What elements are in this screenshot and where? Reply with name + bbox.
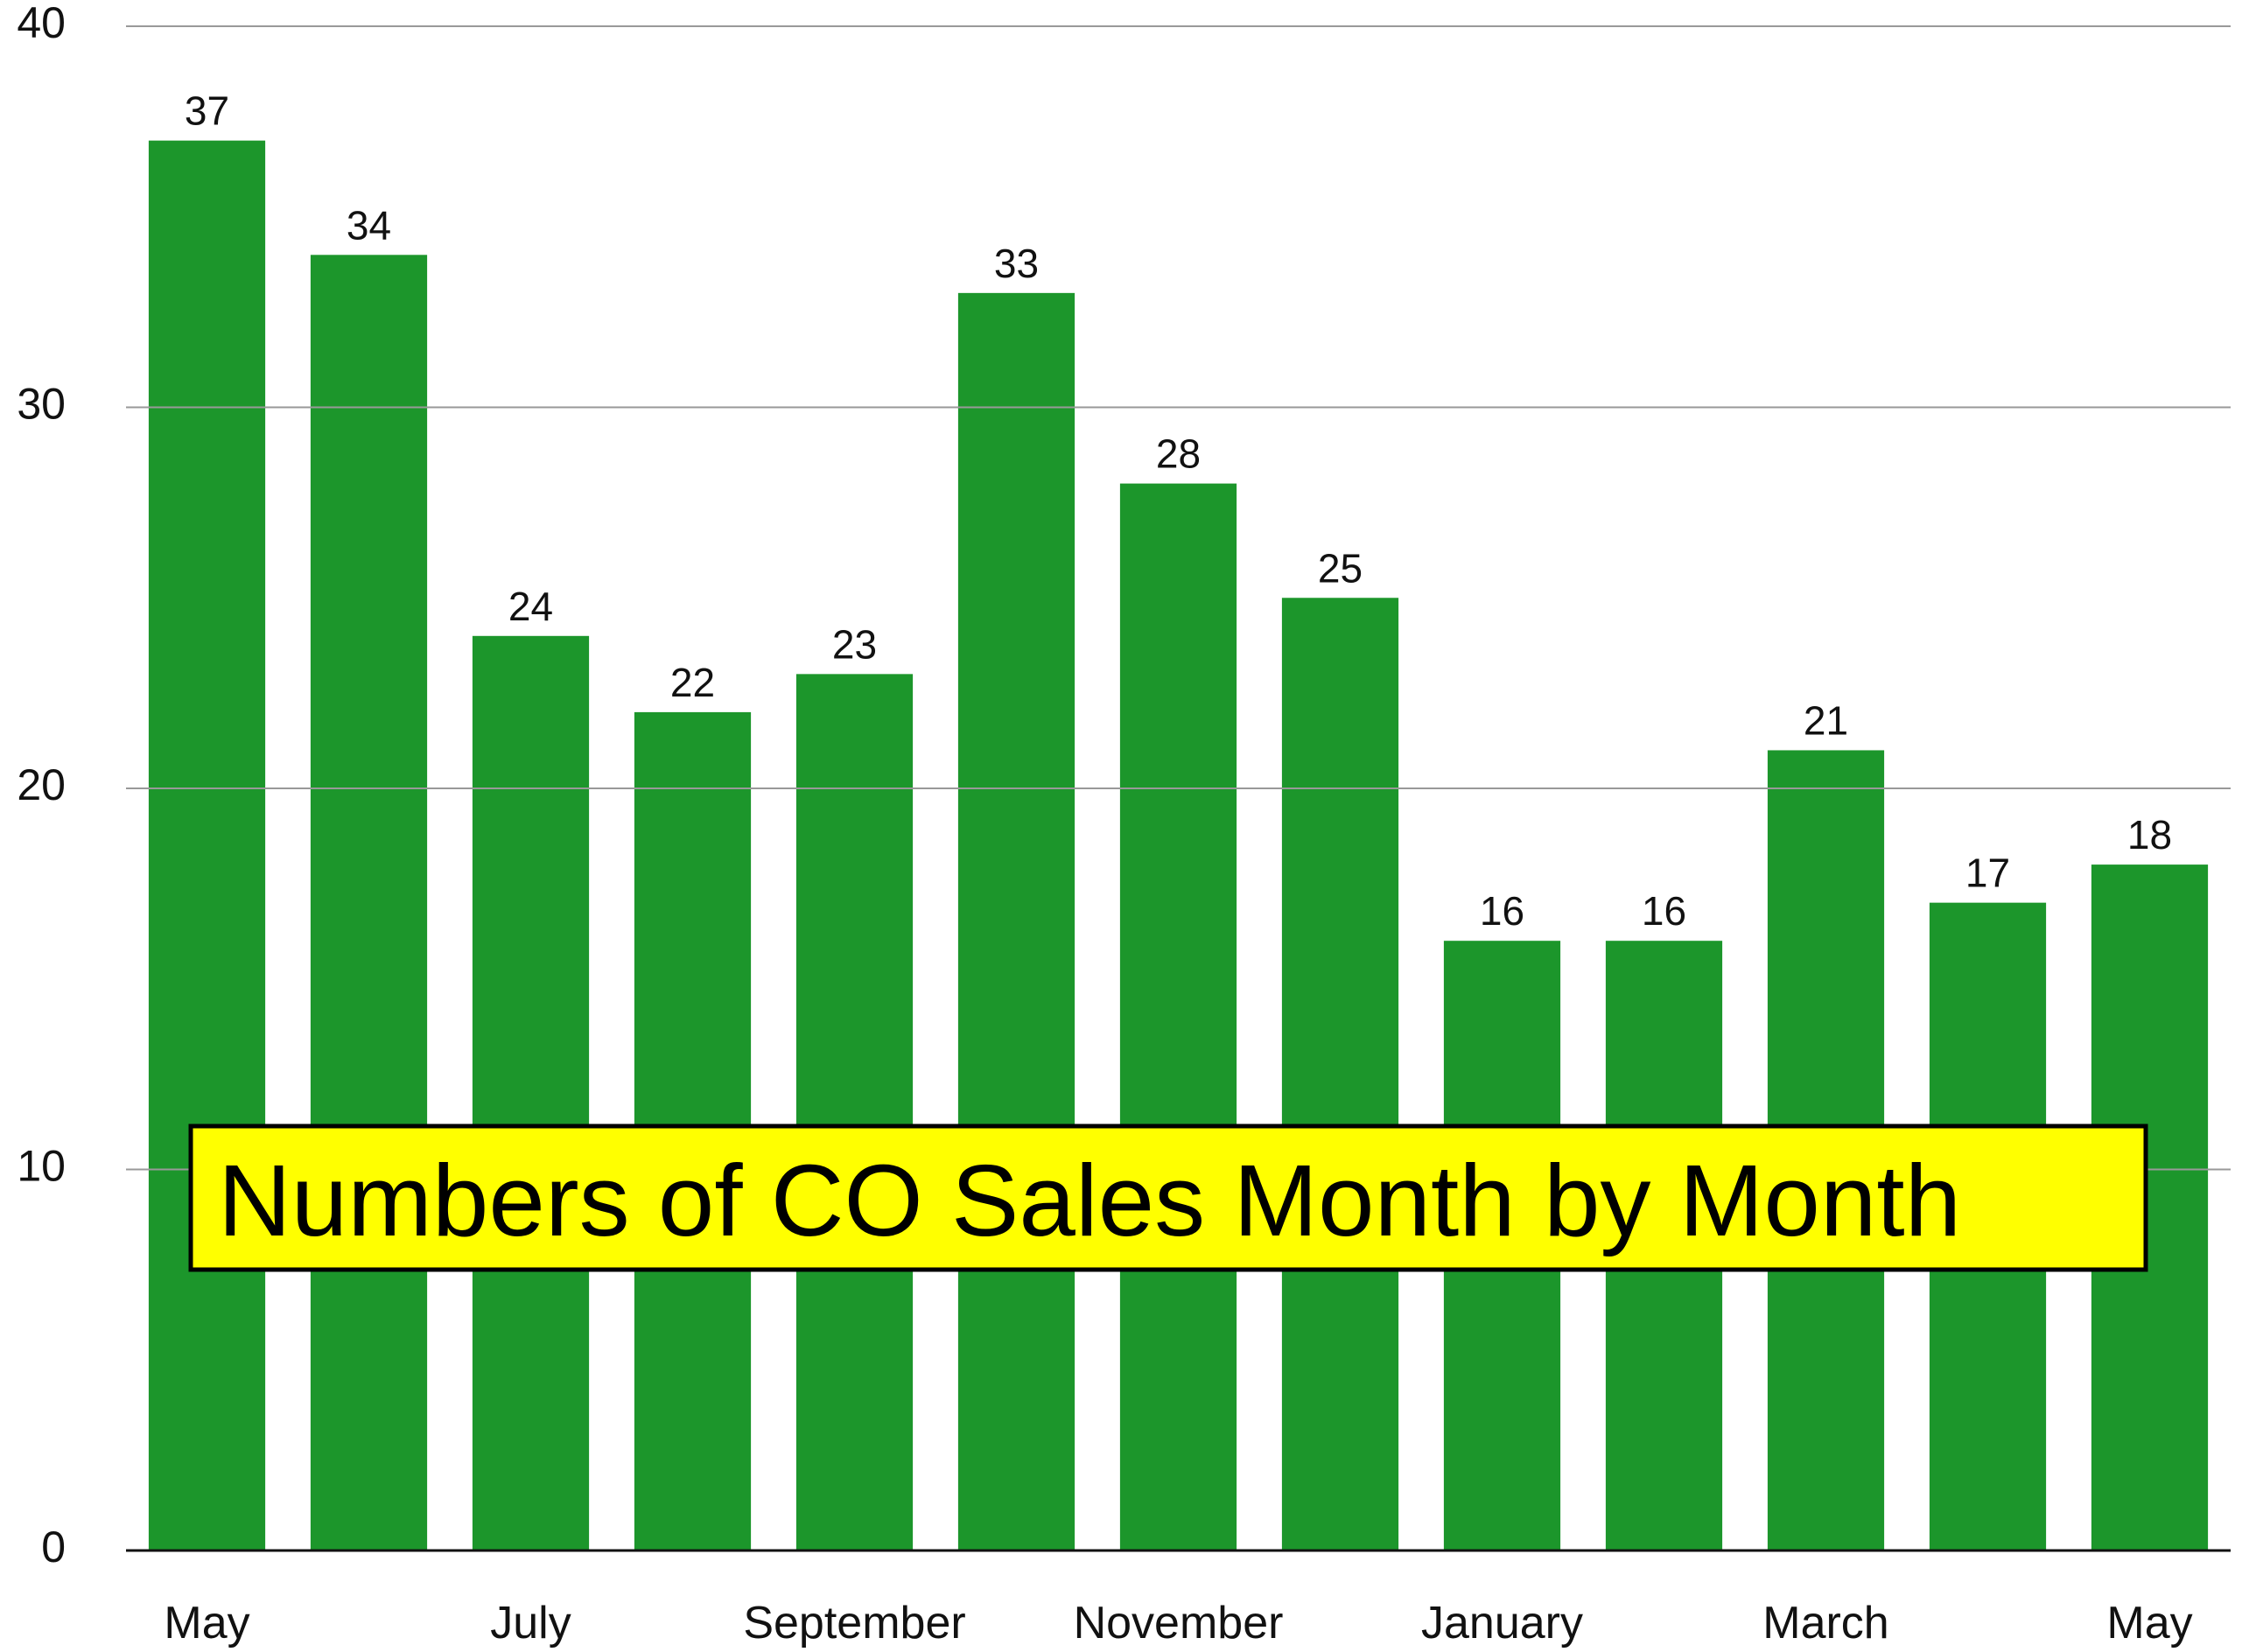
value-label: 17 (1965, 850, 2010, 896)
x-tick-label: July (490, 1598, 571, 1648)
x-tick-label: March (1762, 1598, 1888, 1648)
bar (1119, 483, 1237, 1550)
value-label: 33 (994, 241, 1039, 286)
y-tick-label: 30 (17, 380, 66, 429)
value-label: 16 (1480, 888, 1524, 934)
value-label: 25 (1318, 545, 1363, 591)
value-label: 16 (1642, 888, 1686, 934)
bar (310, 255, 428, 1550)
value-label: 24 (508, 584, 553, 629)
value-label: 21 (1804, 697, 1848, 743)
x-tick-label: January (1421, 1598, 1583, 1648)
chart-title: Numbers of CO Sales Month by Month (218, 1144, 1961, 1257)
bar (795, 674, 914, 1550)
bar (957, 292, 1075, 1551)
value-label: 22 (670, 660, 715, 705)
y-tick-label: 20 (17, 760, 66, 809)
value-label: 23 (832, 621, 877, 667)
x-tick-label: May (2106, 1598, 2192, 1648)
x-tick-label: November (1074, 1598, 1284, 1648)
y-tick-label: 40 (17, 0, 66, 47)
value-label: 28 (1156, 431, 1201, 477)
value-label: 37 (185, 88, 229, 134)
title-box (188, 1124, 2148, 1272)
bar (148, 140, 266, 1550)
value-label: 34 (347, 202, 391, 248)
bar (472, 635, 590, 1550)
x-tick-label: May (164, 1598, 249, 1648)
y-tick-label: 10 (17, 1142, 66, 1191)
x-tick-label: September (743, 1598, 965, 1648)
bar (1281, 598, 1399, 1550)
value-label: 18 (2127, 812, 2172, 858)
y-tick-label: 0 (41, 1522, 66, 1572)
